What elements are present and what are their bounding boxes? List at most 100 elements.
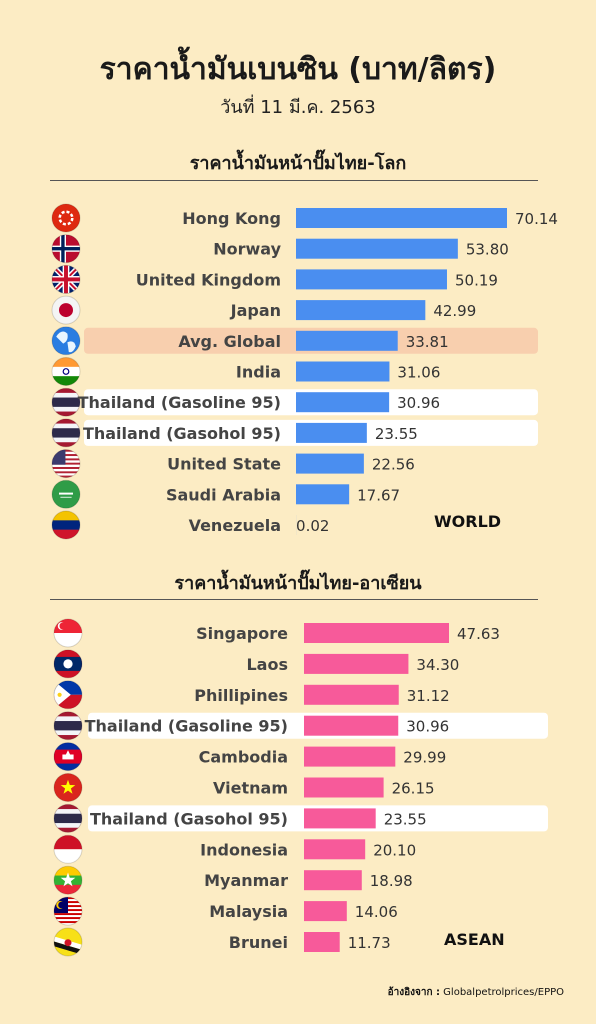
flag-laos-icon xyxy=(53,649,83,679)
flag-hong-kong-icon xyxy=(51,203,81,233)
category-label: Brunei xyxy=(229,933,288,952)
value-label: 23.55 xyxy=(375,425,418,443)
bar xyxy=(304,901,347,922)
flag-myanmar-icon xyxy=(53,865,83,895)
value-label: 18.98 xyxy=(370,872,413,890)
value-label: 33.81 xyxy=(406,333,449,351)
flag-brunei-icon xyxy=(53,927,83,957)
value-label: 0.02 xyxy=(296,517,329,535)
value-label: 20.10 xyxy=(373,841,416,859)
value-label: 50.19 xyxy=(455,271,498,289)
category-label: Venezuela xyxy=(189,516,281,535)
bar-row: Thailand (Gasohol 95) 23.55 xyxy=(53,803,548,833)
flag-singapore-icon xyxy=(53,618,83,648)
flag-indonesia-icon xyxy=(53,834,83,864)
value-label: 17.67 xyxy=(357,486,400,504)
category-label: Thailand (Gasohol 95) xyxy=(90,809,288,828)
bar-row: Phillipines 31.12 xyxy=(53,680,450,710)
value-label: 30.96 xyxy=(406,718,449,736)
bar xyxy=(304,870,362,891)
world-divider xyxy=(50,180,538,181)
bar-row: United Kingdom 50.19 xyxy=(51,264,498,294)
bar-row: Thailand (Gasoline 95) 30.96 xyxy=(51,387,538,417)
category-label: India xyxy=(236,363,281,382)
flag-thailand-icon xyxy=(51,418,81,448)
bar xyxy=(304,839,366,860)
source-label: อ้างอิงจาก : xyxy=(387,987,440,998)
category-label: United State xyxy=(167,455,281,474)
flag-thailand-icon xyxy=(53,803,83,833)
asean-section-heading: ราคาน้ำมันหน้าปั๊มไทย-อาเซียน xyxy=(174,573,422,594)
category-label: Vietnam xyxy=(213,779,288,798)
bar xyxy=(296,361,390,382)
flag-thailand-icon xyxy=(53,711,83,741)
category-label: Myanmar xyxy=(204,871,288,890)
category-label: Norway xyxy=(213,240,281,259)
globe-icon xyxy=(51,326,81,356)
value-label: 47.63 xyxy=(457,625,500,643)
flag-vietnam-icon xyxy=(53,773,83,802)
category-label: Singapore xyxy=(196,624,288,643)
value-label: 31.06 xyxy=(397,364,440,382)
bar-row: Hong Kong 70.14 xyxy=(51,203,558,233)
asean-price-chart: Singapore 47.63 Laos 34.30 Phillipines 31.12 T… xyxy=(53,618,548,957)
value-label: 34.30 xyxy=(416,656,459,674)
bar xyxy=(304,653,409,674)
category-label: Cambodia xyxy=(199,748,288,767)
bar-row: Vietnam 26.15 xyxy=(53,773,435,802)
category-label: Malaysia xyxy=(209,902,288,921)
category-label: Thailand (Gasoline 95) xyxy=(85,717,288,736)
bar-row: India 31.06 xyxy=(51,357,440,386)
bar xyxy=(304,746,396,767)
bar-row: Norway 53.80 xyxy=(51,234,509,264)
bar-row: Malaysia 14.06 xyxy=(53,896,398,926)
bar xyxy=(296,484,350,505)
bar-row: Cambodia 29.99 xyxy=(53,742,446,772)
category-label: Phillipines xyxy=(194,686,288,705)
flag-united-states-icon xyxy=(51,449,81,479)
value-label: 30.96 xyxy=(397,394,440,412)
bar xyxy=(304,684,399,705)
bar xyxy=(296,392,390,413)
value-label: 11.73 xyxy=(348,934,391,952)
value-label: 14.06 xyxy=(355,903,398,921)
flag-japan-icon xyxy=(51,295,81,325)
flag-venezuela-icon xyxy=(51,510,81,540)
category-label: Avg. Global xyxy=(178,332,281,351)
source-text: Globalpetrolprices/EPPO xyxy=(443,987,564,998)
bar-row: United State 22.56 xyxy=(51,449,415,479)
flag-malaysia-icon xyxy=(53,896,83,926)
bar-row: Laos 34.30 xyxy=(53,649,459,679)
flag-thailand-icon xyxy=(51,387,81,417)
page-date: วันที่ 11 มี.ค. 2563 xyxy=(220,97,376,118)
source-note: อ้างอิงจาก : Globalpetrolprices/EPPO xyxy=(388,985,564,1000)
bar xyxy=(304,777,384,798)
category-label: Thailand (Gasohol 95) xyxy=(83,424,281,443)
flag-saudi-arabia-icon xyxy=(51,479,81,509)
value-label: 29.99 xyxy=(403,749,446,767)
bar xyxy=(304,808,376,829)
value-label: 70.14 xyxy=(515,210,558,228)
bar-row: Japan 42.99 xyxy=(51,295,476,325)
bar xyxy=(296,300,426,321)
bar xyxy=(296,330,398,351)
bar-row: Brunei 11.73 xyxy=(53,927,391,957)
world-price-chart: Hong Kong 70.14 Norway 53.80 United Kingdom 5… xyxy=(51,203,558,540)
value-label: 31.12 xyxy=(407,687,450,705)
value-label: 26.15 xyxy=(392,780,435,798)
value-label: 23.55 xyxy=(384,810,427,828)
bar xyxy=(304,932,340,952)
bar-row: Singapore 47.63 xyxy=(53,618,500,648)
bar-row: Thailand (Gasohol 95) 23.55 xyxy=(51,418,538,448)
page-title: ราคาน้ำมันเบนซิน (บาท/ลิตร) xyxy=(99,52,497,87)
category-label: Saudi Arabia xyxy=(166,485,281,504)
bar-row: Avg. Global 33.81 xyxy=(51,326,538,356)
flag-india-icon xyxy=(51,357,81,386)
flag-norway-icon xyxy=(51,234,81,264)
value-label: 22.56 xyxy=(372,456,415,474)
asean-tag: ASEAN xyxy=(444,930,505,949)
bar xyxy=(296,422,367,443)
flag-cambodia-icon xyxy=(53,742,83,772)
bar xyxy=(296,238,458,259)
bar xyxy=(296,208,507,228)
